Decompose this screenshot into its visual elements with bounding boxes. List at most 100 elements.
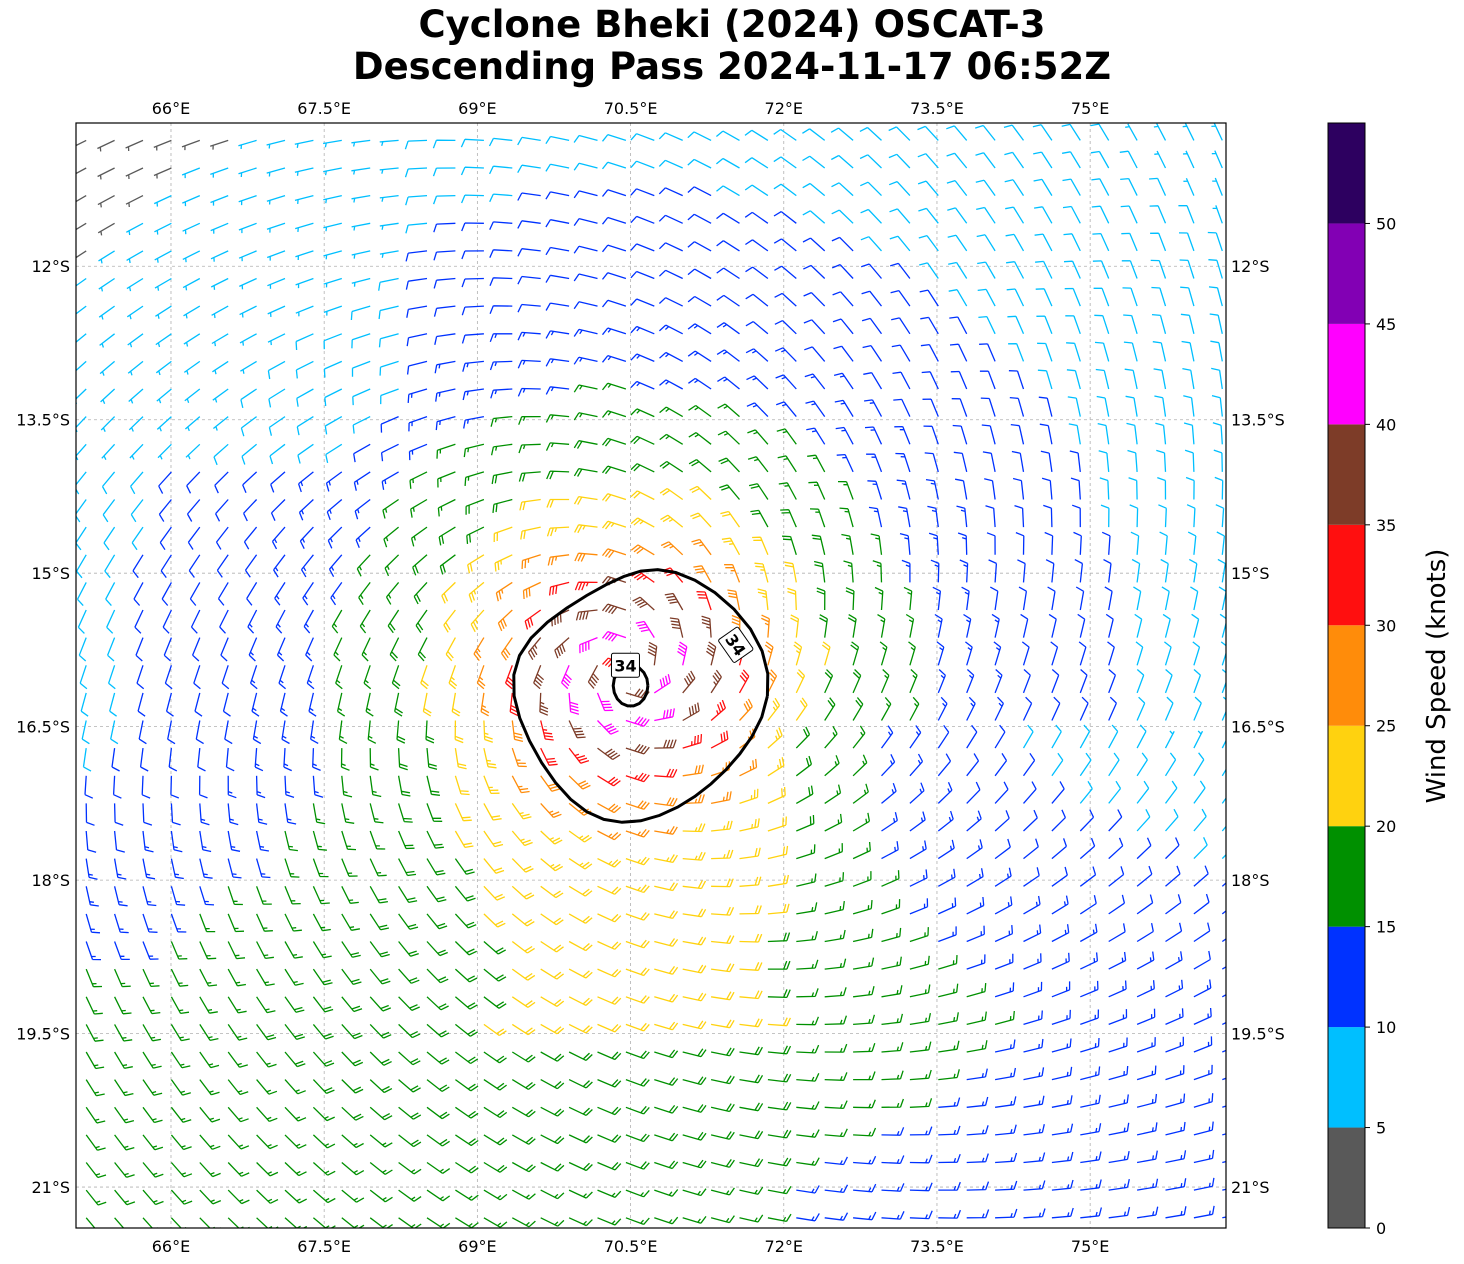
wind-barb (761, 614, 770, 638)
wind-barb (379, 194, 399, 202)
wind-barb (966, 1209, 990, 1219)
wind-barb (1006, 261, 1025, 279)
wind-barb (170, 1079, 191, 1096)
wind-barb (341, 886, 359, 904)
wind-barb (114, 996, 132, 1015)
wind-barb (195, 720, 204, 745)
wind-barb (352, 388, 371, 406)
wind-barb (767, 1073, 792, 1083)
wind-barb (188, 554, 201, 578)
wind-barb (142, 858, 156, 880)
wind-barb (710, 699, 727, 721)
lat-tick-label-left: 21°S (31, 1178, 70, 1197)
lat-tick-label-left: 18°S (31, 871, 70, 890)
wind-barb (824, 755, 840, 777)
wind-barb (324, 388, 343, 407)
wind-barb (994, 838, 1011, 860)
wind-barb (898, 506, 911, 528)
wind-barb (211, 305, 229, 319)
wind-barb (625, 743, 650, 755)
wind-barb (773, 128, 797, 141)
colorbar-tick-label: 30 (1376, 616, 1396, 635)
wind-barb (1186, 504, 1196, 528)
wind-barb (324, 416, 343, 435)
wind-barb (382, 498, 399, 519)
wind-barb (249, 665, 258, 690)
wind-barb (994, 669, 1003, 694)
wind-barb (354, 498, 371, 520)
wind-barb (1108, 1178, 1130, 1191)
wind-barb (1221, 938, 1226, 943)
chart-title: Cyclone Bheki (2024) OSCAT-3 Descending … (0, 4, 1464, 88)
wind-barb (483, 1023, 507, 1037)
wind-barb (965, 641, 973, 666)
wind-barb (461, 277, 484, 288)
wind-barb (1188, 558, 1198, 583)
wind-barb (881, 1155, 905, 1164)
wind-barb (182, 222, 201, 235)
wind-barb (126, 250, 144, 264)
wind-barb (433, 305, 456, 317)
wind-barb (922, 398, 939, 417)
wind-barb (1104, 586, 1113, 611)
wind-barb (948, 289, 968, 307)
wind-barb (938, 1097, 961, 1108)
wind-barb (1221, 994, 1226, 998)
wind-barb (1033, 178, 1053, 196)
wind-barb (1136, 1037, 1156, 1053)
wind-barb (767, 845, 789, 860)
wind-barb (946, 179, 968, 196)
wind-barb (841, 533, 854, 555)
wind-barb (711, 820, 733, 832)
wind-barb (831, 182, 854, 197)
wind-barb (1123, 314, 1138, 334)
wind-barb (524, 609, 542, 630)
wind-barb (717, 403, 740, 418)
wind-barb (919, 289, 939, 307)
wind-barb (389, 637, 400, 662)
wind-barb (1067, 396, 1081, 417)
wind-barb (682, 964, 707, 974)
wind-barb (312, 941, 332, 959)
wind-barb (227, 1106, 249, 1123)
wind-barb (625, 856, 650, 866)
wind-barb (1193, 1177, 1215, 1191)
wind-barb (824, 813, 843, 832)
wind-barb (1182, 150, 1195, 169)
wind-barb (853, 1042, 876, 1053)
wind-barb (653, 674, 671, 694)
wind-barb (367, 720, 377, 744)
wind-barb (1193, 730, 1204, 749)
wind-barb (107, 665, 116, 690)
wind-barb (385, 581, 400, 605)
wind-barb (483, 968, 507, 982)
wind-barb (568, 747, 590, 764)
wind-barb (767, 727, 783, 749)
wind-barb (1193, 1064, 1213, 1081)
wind-barb (441, 581, 456, 604)
wind-barb (284, 1024, 305, 1041)
wind-barb (938, 1209, 962, 1219)
wind-barb (433, 250, 456, 261)
wind-barb (323, 250, 342, 260)
wind-barb (949, 316, 968, 335)
wind-barb (1047, 586, 1056, 611)
wind-barb (748, 483, 769, 500)
wind-barb (312, 1162, 336, 1176)
colorbar-bin (1328, 625, 1365, 726)
wind-barb (1107, 641, 1115, 666)
wind-barb (76, 305, 87, 315)
wind-barb (932, 586, 942, 611)
wind-barb (533, 665, 545, 690)
wind-barb (1213, 449, 1223, 472)
wind-barb (630, 298, 655, 307)
wind-barb (1090, 150, 1110, 169)
wind-barb (341, 1134, 364, 1149)
wind-barb (284, 996, 305, 1013)
wind-barb (1023, 867, 1040, 887)
wind-barb (199, 1189, 222, 1205)
wind-barb (975, 179, 996, 196)
wind-barb (545, 330, 570, 339)
wind-barb (687, 131, 712, 141)
